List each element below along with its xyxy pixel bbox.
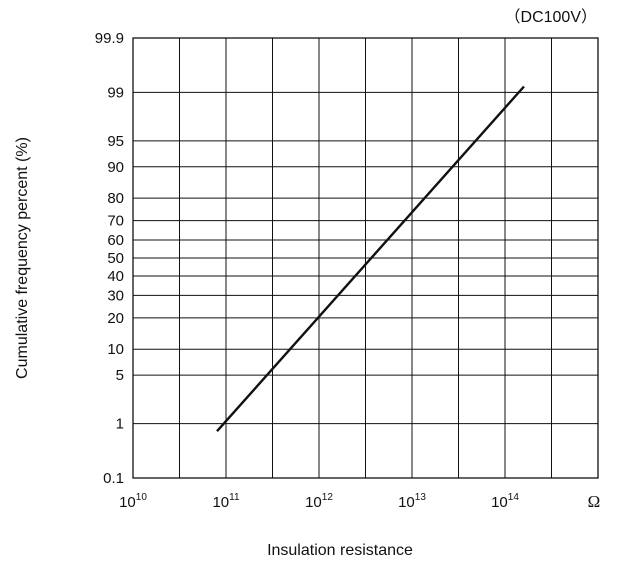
- y-tick-label: 99: [107, 84, 124, 101]
- x-tick-labels: 1010 1011 1012 1013 1014: [119, 492, 519, 511]
- x-tick-label: 1011: [212, 492, 240, 511]
- x-axis-label: Insulation resistance: [267, 542, 413, 559]
- plot-frame: [132, 37, 599, 479]
- y-tick-label: 95: [107, 133, 124, 150]
- y-tick-label: 50: [107, 250, 124, 267]
- chart-grid: [133, 38, 598, 478]
- y-tick-label: 5: [116, 367, 124, 384]
- y-tick-label: 30: [107, 287, 124, 304]
- x-tick-label: 1010: [119, 492, 147, 511]
- x-tick-label: 1014: [491, 492, 519, 511]
- y-tick-label: 70: [107, 213, 124, 230]
- x-unit-label: Ω: [588, 492, 601, 511]
- y-axis-label: Cumulative frequency percent (%): [14, 137, 31, 379]
- y-tick-label: 0.1: [103, 470, 124, 487]
- y-tick-label: 10: [107, 341, 124, 358]
- series-line: [216, 85, 525, 432]
- x-tick-label: 1012: [305, 492, 333, 511]
- y-tick-label: 1: [116, 416, 124, 433]
- y-tick-label: 80: [107, 190, 124, 207]
- x-tick-label: 1013: [398, 492, 426, 511]
- y-tick-label: 40: [107, 268, 124, 285]
- y-tick-label: 60: [107, 232, 124, 249]
- y-tick-label: 20: [107, 310, 124, 327]
- y-tick-label: 90: [107, 159, 124, 176]
- series-layer: [216, 85, 525, 432]
- test-condition-label: （DC100V）: [505, 8, 597, 26]
- y-tick-label: 99.9: [95, 30, 124, 47]
